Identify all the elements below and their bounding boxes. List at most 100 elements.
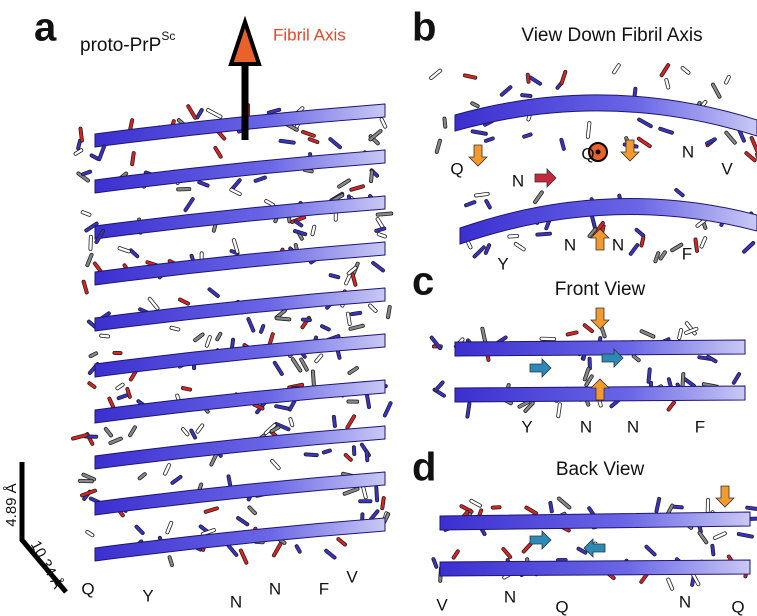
residue-label: N (580, 417, 592, 436)
atom-bond (322, 326, 329, 329)
atom-bond (522, 95, 530, 96)
beta-strand (455, 95, 757, 136)
residue-label: N (512, 171, 524, 190)
atom-bond (683, 374, 684, 386)
atom-bond (117, 385, 122, 389)
residue-label: V (436, 595, 448, 614)
atom-bond (712, 546, 713, 554)
panel-title: Back View (556, 459, 645, 480)
atom-bond (466, 202, 474, 205)
protein-superscript: Sc (161, 29, 175, 43)
atom-bond (351, 186, 363, 189)
beta-strand (95, 242, 385, 285)
atom-bond (183, 388, 190, 389)
atom-bond (73, 435, 86, 438)
residue-label: F (319, 579, 329, 598)
atom-bond (92, 155, 98, 158)
atom-bond (199, 182, 207, 185)
residue-label: N (682, 142, 694, 161)
atom-bond (367, 452, 368, 461)
residue-label: Q (555, 597, 568, 616)
atom-bond (228, 545, 236, 555)
atom-bond (378, 214, 392, 215)
beta-strand (95, 426, 385, 469)
atom-bond (140, 474, 145, 478)
atom-bond (206, 508, 217, 511)
axis-dot (596, 150, 601, 155)
atom-bond (475, 247, 484, 256)
protein-name: proto-PrPSc (80, 29, 175, 56)
atom-bond (509, 236, 517, 237)
atom-bond (486, 245, 489, 253)
atom-bond (437, 141, 440, 152)
atom-bond (338, 351, 340, 357)
arrow-marker (469, 145, 487, 166)
atom-bond (634, 89, 635, 97)
atom-bond (266, 201, 273, 205)
atom-bond (537, 234, 550, 235)
atom-bond (208, 110, 220, 117)
atom-bond (382, 119, 385, 126)
atom-bond (306, 454, 317, 455)
panel-title: Front View (555, 279, 646, 300)
atom-bond (559, 499, 569, 508)
residue-label: V (721, 159, 733, 178)
atom-bond (373, 263, 383, 271)
panel-label: b (412, 6, 436, 50)
atom-bond (382, 498, 383, 508)
atom-bond (702, 238, 706, 246)
atom-bond (150, 299, 158, 308)
atom-bond (558, 404, 560, 416)
residue-label: Y (521, 417, 532, 436)
atom-bond (589, 508, 593, 514)
molecule-drawing (73, 65, 757, 589)
atom-bond (351, 326, 363, 329)
atom-bond (744, 243, 753, 252)
residue-label: Q (731, 597, 744, 616)
arrow-marker (591, 308, 609, 329)
atom-bond (183, 429, 187, 434)
figure: a b c d proto-PrPSc Fibril Axis 4.89 Å 1… (0, 0, 757, 616)
atom-bond (348, 314, 350, 324)
residue-label: Q (81, 579, 94, 598)
beta-strand (440, 512, 750, 530)
atom-bond (296, 221, 302, 225)
atom-bond (186, 199, 193, 210)
panel-label: a (34, 6, 57, 50)
atom-bond (293, 359, 300, 370)
atom-bond (388, 307, 390, 317)
residue-label: Q (450, 159, 463, 178)
atom-bond (330, 139, 340, 147)
arrow-marker (530, 359, 551, 377)
atom-bond (80, 129, 81, 141)
atom-bond (275, 363, 282, 374)
residue-label: V (346, 567, 358, 586)
atom-bond (634, 356, 639, 360)
atom-bond (89, 383, 94, 387)
atom-bond (188, 106, 195, 118)
beta-strand (95, 196, 385, 239)
residue-label: N (504, 587, 516, 606)
atom-bond (295, 231, 305, 234)
residue-label: N (679, 592, 691, 611)
atom-bond (695, 239, 697, 250)
atom-bond (84, 282, 87, 293)
arrow-marker (584, 539, 605, 557)
atom-bond (588, 123, 589, 137)
atom-bond (673, 507, 682, 508)
beta-strand (440, 560, 750, 576)
atom-bond (172, 328, 179, 330)
atom-bond (476, 194, 488, 196)
beta-strand (455, 340, 745, 356)
arrow-marker (530, 531, 551, 549)
atom-bond (277, 318, 290, 319)
atom-bond (592, 216, 595, 228)
atom-bond (290, 419, 292, 425)
atom-bond (550, 503, 551, 511)
protein-name: proto-PrP (80, 35, 161, 56)
atom-bond (444, 119, 445, 127)
beta-strand (95, 334, 385, 377)
residue-label: N (269, 579, 281, 598)
residue-label: Y (497, 254, 508, 273)
residue-label: N (564, 235, 576, 254)
